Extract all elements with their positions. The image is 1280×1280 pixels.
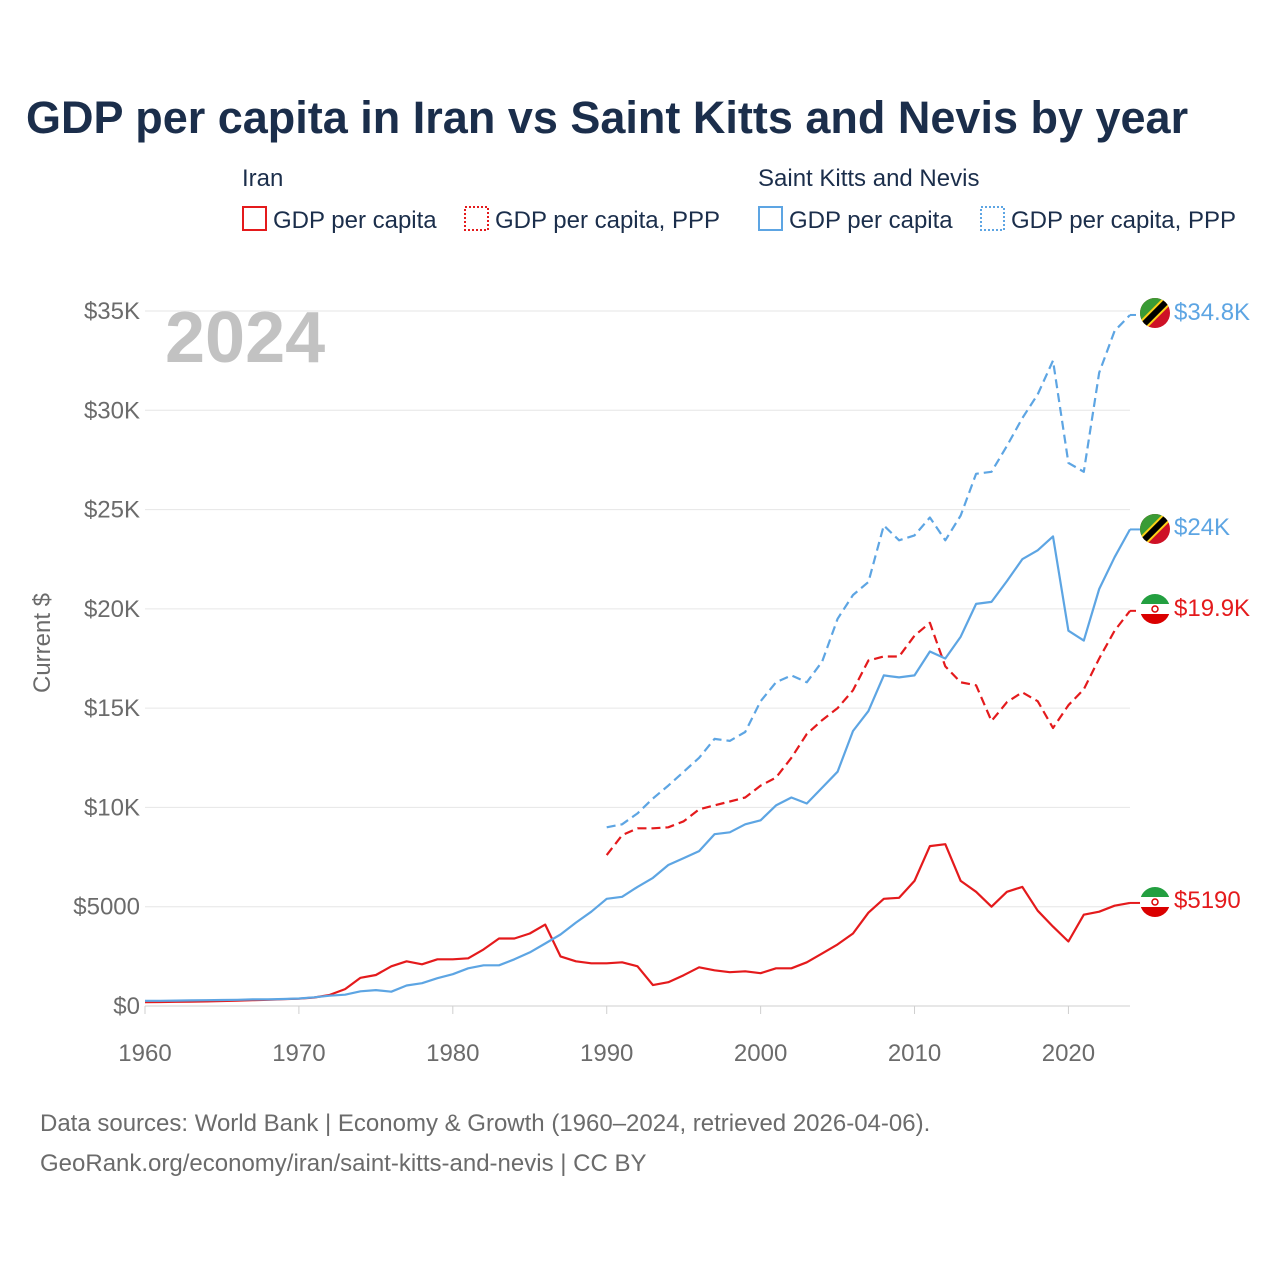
legend-swatch-skn-ppp: [980, 206, 1005, 231]
legend-label-skn-gdp: GDP per capita: [789, 207, 953, 234]
footer-url: GeoRank.org/economy/iran/saint-kitts-and…: [40, 1150, 646, 1177]
y-axis: $0 $5000 $10K $15K $20K $25K $30K $35K: [73, 298, 140, 1020]
skn-gdp-flag-icon: [1140, 514, 1170, 544]
skn-ppp-flag-icon: [1140, 298, 1170, 328]
legend-swatch-iran-ppp: [464, 206, 489, 231]
legend-swatch-iran-gdp: [242, 206, 267, 231]
iran-ppp-flag-icon: [1140, 594, 1170, 624]
iran-gdp-flag-icon: [1140, 887, 1170, 917]
x-tick-label: 2010: [888, 1040, 941, 1067]
grid: [145, 310, 1130, 1007]
legend-label-skn-ppp: GDP per capita, PPP: [1011, 207, 1236, 234]
x-tick-label: 2020: [1042, 1040, 1095, 1067]
series-line-saint-kitts-and-nevis-gdp-per-capita-ppp: [606, 314, 1131, 829]
x-tick-label: 2000: [734, 1040, 787, 1067]
series-line-iran-gdp-per-capita-ppp: [605, 610, 1131, 856]
x-tick-label: 1990: [580, 1040, 633, 1067]
series-lines: [144, 313, 1140, 1004]
y-tick-label: $10K: [84, 794, 140, 821]
y-tick-label: $0: [113, 993, 140, 1020]
legend: Iran GDP per capita GDP per capita, PPP …: [242, 165, 1236, 234]
series-line-saint-kitts-and-nevis-gdp-per-capita: [145, 528, 1131, 1002]
end-label-skn-gdp: $24K: [1174, 514, 1230, 541]
legend-group-iran: Iran: [242, 165, 283, 192]
footer-source: Data sources: World Bank | Economy & Gro…: [40, 1110, 930, 1137]
x-axis: 1960 1970 1980 1990 2000 2010 2020: [118, 1006, 1095, 1067]
x-tick-label: 1960: [118, 1040, 171, 1067]
y-tick-label: $35K: [84, 298, 140, 325]
end-label-skn-ppp: $34.8K: [1174, 299, 1250, 326]
y-tick-label: $30K: [84, 397, 140, 424]
y-tick-label: $25K: [84, 497, 140, 524]
legend-group-skn: Saint Kitts and Nevis: [758, 165, 979, 192]
year-watermark: 2024: [165, 298, 325, 378]
y-tick-label: $20K: [84, 596, 140, 623]
chart-title: GDP per capita in Iran vs Saint Kitts an…: [26, 92, 1188, 143]
x-tick-label: 1980: [426, 1040, 479, 1067]
legend-label-iran-ppp: GDP per capita, PPP: [495, 207, 720, 234]
series-line-iran-gdp-per-capita: [144, 843, 1131, 1004]
end-label-iran-gdp: $5190: [1174, 887, 1241, 914]
legend-swatch-skn-gdp: [758, 206, 783, 231]
x-tick-label: 1970: [272, 1040, 325, 1067]
y-axis-label: Current $: [29, 593, 56, 693]
y-tick-label: $15K: [84, 695, 140, 722]
y-tick-label: $5000: [73, 894, 140, 921]
end-label-iran-ppp: $19.9K: [1174, 595, 1250, 622]
legend-label-iran-gdp: GDP per capita: [273, 207, 437, 234]
